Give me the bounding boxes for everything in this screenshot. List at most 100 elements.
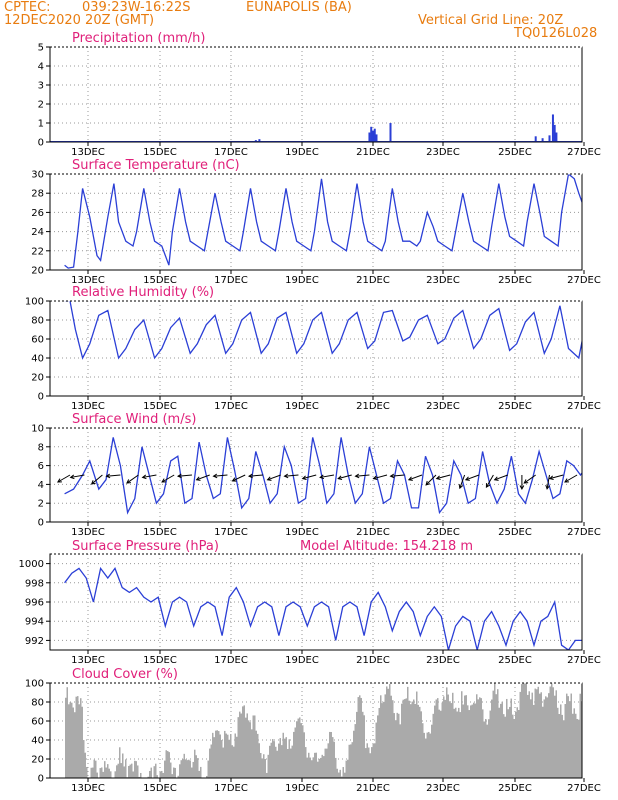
wind-arrow-head [354,473,360,479]
cloud-column [266,772,268,778]
cloud-column [195,755,197,778]
cloud-column [483,721,485,778]
cloud-column [428,731,430,778]
x-tick-label: 21DEC [356,275,390,286]
cloud-column [174,767,176,778]
cloud-column [206,775,208,778]
cloud-column [365,748,367,778]
cloud-column [422,723,424,778]
cloud-column [290,748,292,778]
wind-arrow [126,474,139,484]
cloud-column [119,747,121,778]
y-tick-label: 1 [38,119,44,130]
cloud-column [291,745,293,778]
wind-arrow [523,474,536,484]
cloud-column [305,747,307,778]
cloud-column [230,734,232,778]
cloud-column [429,733,431,778]
wind-arrow-head [372,475,378,481]
cloud-column [467,705,469,778]
cloud-column [185,759,187,778]
cloud-column [419,706,421,778]
cloud-column [225,733,227,778]
y-tick-label: 60 [31,717,44,728]
cloud-column [264,758,266,778]
cloud-column [326,748,328,778]
x-tick-label: 21DEC [356,527,390,538]
y-tick-label: 6 [38,461,44,472]
panel-6: 0 20 40 60 80 100 13DEC 15DEC 17DEC 19DEC 21DEC 23D… [25,667,601,794]
y-tick-label: 100 [25,679,44,690]
cloud-column [306,757,308,778]
y-tick-label: 20 [31,266,44,277]
cloud-column [96,772,98,778]
cloud-column [177,775,179,778]
cloud-column [339,769,341,778]
y-tick-label: 994 [25,617,44,628]
cloud-column [210,744,212,778]
cloud-column [159,771,161,778]
cloud-column [461,691,463,778]
cloud-column [386,686,388,778]
x-tick-label: 19DEC [285,147,319,158]
wind-arrow-head [493,476,499,481]
cloud-column [576,718,578,778]
cloud-column [516,707,518,778]
cloud-column [302,725,304,778]
header-source: CPTEC: [4,0,51,15]
wind-arrow-head [389,473,395,479]
cloud-column [171,774,173,778]
x-tick-label: 21DEC [356,655,390,666]
cloud-column [489,710,491,778]
cloud-column [72,707,74,778]
wind-arrow-head [231,477,237,482]
cloud-column [299,717,301,778]
y-tick-label: 100 [25,297,44,308]
cloud-column [198,770,200,778]
cloud-column [90,767,92,778]
cloud-column [356,711,358,778]
cloud-column [237,717,239,778]
cloud-column [366,743,368,778]
y-tick-label: 4 [38,480,44,491]
x-tick-label: 19DEC [285,401,319,412]
x-tick-label: 15DEC [143,275,177,286]
cloud-column [558,714,560,778]
cloud-column [285,737,287,778]
cloud-column [320,757,322,778]
wind-arrow-head [319,474,325,480]
wind-arrow-head [407,476,413,481]
cloud-column [555,690,557,778]
cloud-column [246,713,248,778]
y-tick-label: 0 [38,138,44,149]
cloud-column [308,752,310,778]
cloud-column [462,704,464,778]
cloud-column [383,701,385,778]
cloud-column [479,697,481,778]
cloud-column [186,760,188,778]
cloud-column [347,759,349,778]
cloud-column [500,703,502,778]
precip-bar [553,124,556,142]
cloud-column [491,699,493,778]
cloud-column [345,760,347,778]
wind-arrow-head [90,480,96,485]
cloud-column [446,687,448,778]
cloud-column [504,716,506,778]
series-line [64,437,582,515]
y-tick-label: 5 [38,43,44,54]
cloud-column [219,734,221,778]
cloud-column [149,770,151,778]
panel-3: 0 20 40 60 80 100 13DEC 15DEC 17DEC 19DEC 21DEC 23D… [25,285,601,412]
cloud-column [105,767,107,778]
cloud-column [257,733,259,778]
cloud-column [374,743,376,778]
cloud-column [387,688,389,778]
panel-4: 0 2 4 6 8 10 13DEC 15DEC 17DEC 19DEC 21DEC 23DEC 25D… [31,412,601,538]
x-tick-label: 13DEC [71,275,105,286]
cloud-column [173,767,175,778]
wind-arrow-head [212,473,218,479]
cloud-column [287,749,289,778]
cloud-column [114,771,116,778]
x-tick-label: 13DEC [71,401,105,412]
